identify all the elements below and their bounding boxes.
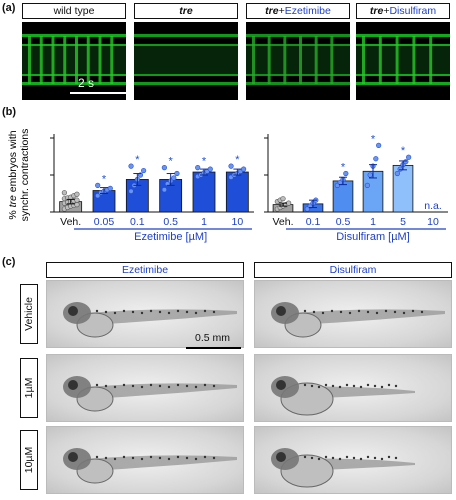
x-tick-label: Veh. [272, 216, 293, 228]
kymograph-header-part: tre [369, 5, 384, 17]
row-label-0: Vehicle [20, 284, 38, 344]
missing-value-label: n.a. [424, 200, 442, 212]
x-tick-label: 10 [231, 216, 243, 228]
significance-marker: * [102, 173, 107, 185]
embryo-image [254, 280, 452, 348]
data-point [107, 185, 113, 191]
kymograph-header-2: tre+Ezetimibe [246, 3, 350, 19]
kymograph-wild-type [22, 22, 126, 100]
data-point [373, 156, 379, 162]
fish-scale-label: 0.5 mm [195, 332, 231, 344]
embryo-image [254, 426, 452, 494]
data-point [128, 163, 134, 169]
panel-c-letter: (c) [2, 256, 16, 268]
kymograph-header-part: Ezetimibe [284, 5, 331, 17]
data-point [161, 187, 167, 193]
significance-marker: * [371, 133, 376, 145]
data-point [128, 188, 134, 194]
x-tick-label: 10 [427, 216, 439, 228]
data-point [364, 182, 370, 188]
kymograph-header-part: + [383, 5, 390, 17]
kymograph-header-part: + [278, 5, 285, 17]
data-point [397, 166, 403, 172]
x-tick-label: 0.05 [94, 216, 115, 228]
data-point [207, 166, 213, 172]
kymograph-tre-ezetimibe [246, 22, 350, 100]
embryo-image [46, 354, 244, 422]
data-point [61, 190, 67, 196]
row-label-text: 1µM [23, 377, 35, 399]
embryo-image [254, 354, 452, 422]
data-point [161, 164, 167, 171]
panel-b-letter: (b) [2, 106, 17, 118]
significance-marker: * [235, 154, 240, 166]
kymograph-header-part: tre [265, 5, 279, 17]
data-point [280, 196, 286, 202]
data-point [95, 182, 101, 188]
row-label-2: 10µM [20, 430, 38, 490]
data-point [74, 191, 80, 197]
significance-marker: * [202, 156, 207, 168]
data-point [367, 172, 373, 178]
x-tick-label: 0.5 [163, 216, 178, 228]
data-point [141, 167, 147, 174]
embryo-image [46, 280, 244, 348]
data-point [171, 175, 177, 181]
data-point [174, 170, 180, 177]
data-point [95, 193, 101, 199]
significance-marker: * [401, 145, 406, 157]
kymograph-scale-bar [70, 92, 126, 94]
significance-marker: * [169, 156, 174, 168]
data-point [286, 200, 292, 206]
kymograph-header-0: wild type [22, 3, 126, 19]
data-point [376, 142, 382, 149]
y-axis-label: % tre embryos withsynchr. contractions [7, 129, 31, 222]
kymograph-header-part: wild type [53, 5, 95, 17]
data-point [195, 164, 201, 171]
x-tick-label: 1 [201, 216, 207, 228]
kymograph-tre [134, 22, 238, 100]
kymograph-scale-label: 2 s [78, 76, 95, 90]
x-tick-label: 0.1 [130, 216, 145, 228]
kymograph-header-part: Disulfiram [389, 5, 437, 17]
data-point [394, 170, 400, 177]
group-label: Ezetimibe [µM] [134, 231, 207, 243]
data-point [406, 154, 412, 160]
x-tick-label: 0.1 [306, 216, 321, 228]
row-label-text: Vehicle [23, 297, 35, 331]
data-point [343, 170, 349, 177]
group-label: Disulfiram [µM] [336, 231, 410, 243]
fish-scale-bar [186, 347, 241, 349]
column-header-ezetimibe: Ezetimibe [46, 262, 244, 278]
kymograph-header-3: tre+Disulfiram [356, 3, 450, 19]
row-label-text: 10µM [23, 446, 35, 474]
x-tick-label: 1 [370, 216, 376, 228]
column-header-disulfiram: Disulfiram [254, 262, 452, 278]
data-point [241, 166, 247, 172]
kymograph-tre-disulfiram [356, 22, 450, 100]
significance-marker: * [341, 162, 346, 174]
significance-marker: * [135, 154, 140, 166]
kymograph-header-part: tre [179, 5, 193, 17]
data-point [403, 159, 409, 165]
row-label-1: 1µM [20, 358, 38, 418]
x-tick-label: 5 [400, 216, 406, 228]
x-tick-label: 0.5 [336, 216, 351, 228]
data-point [228, 163, 234, 169]
x-tick-label: Veh. [60, 216, 81, 228]
kymograph-header-1: tre [134, 3, 238, 19]
panel-a-letter: (a) [2, 2, 16, 14]
data-point [74, 197, 80, 203]
bar-chart: % tre embryos withsynchr. contractions Ve… [7, 129, 448, 243]
embryo-image [46, 426, 244, 494]
